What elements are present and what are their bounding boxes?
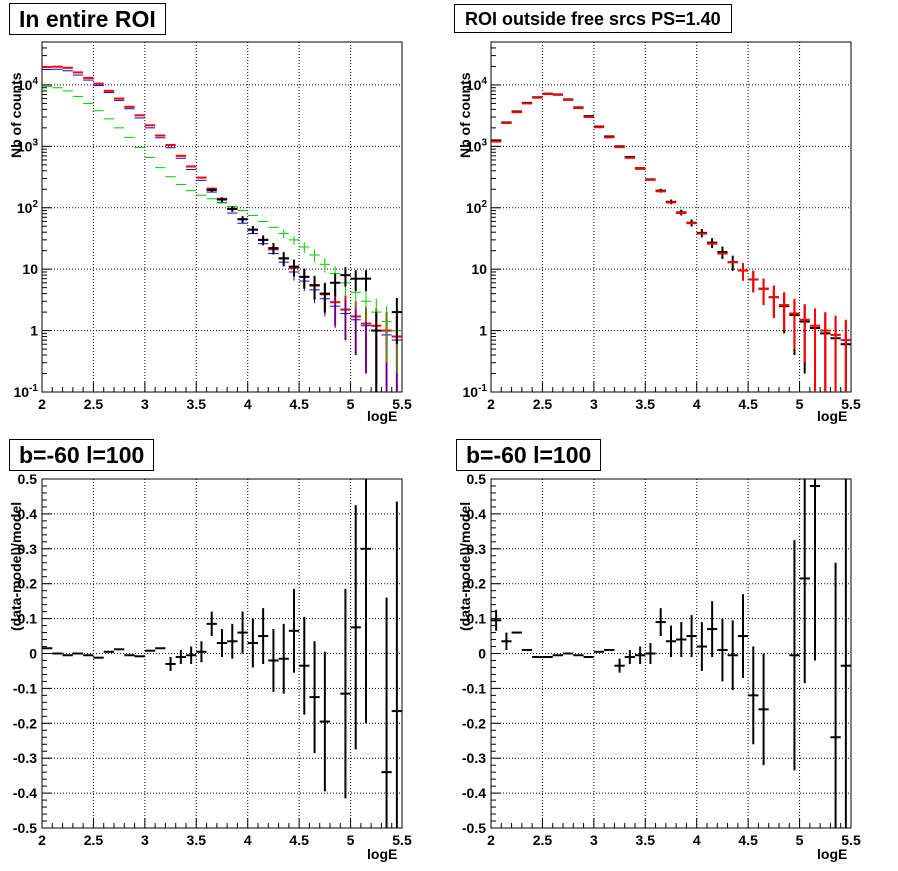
y-tick-label: -0.1 xyxy=(13,680,37,696)
y-tick-label: 10 xyxy=(471,261,487,277)
y-tick-label: 1 xyxy=(30,323,38,339)
y-tick-label: 102 xyxy=(17,199,39,216)
y-tick-label: 0.4 xyxy=(18,506,38,522)
x-tick-label: 4 xyxy=(244,396,252,412)
y-axis-label: Nb of counts xyxy=(457,72,473,158)
x-tick-label: 3 xyxy=(590,396,598,412)
y-tick-label: 10-1 xyxy=(463,383,488,400)
x-tick-label: 2 xyxy=(487,396,495,412)
y-tick-label: 10 xyxy=(22,261,38,277)
x-tick-label: 3.5 xyxy=(636,396,656,412)
x-tick-label: 2.5 xyxy=(533,832,553,848)
x-axis-label: logE xyxy=(367,846,398,862)
chart-entire-roi-counts: 2 2.5 3 3.5 4 4.5 5 5.5 10-1 1 10 102 103 104 xyxy=(14,41,412,412)
y-tick-label: 0 xyxy=(478,646,486,662)
y-tick-label: 0.3 xyxy=(18,541,38,557)
x-axis-label: logE xyxy=(817,846,848,862)
chart-title: b=-60 l=100 xyxy=(9,439,155,471)
y-tick-label: 10-1 xyxy=(14,383,39,400)
x-tick-label: 4.5 xyxy=(738,832,758,848)
y-tick-label: -0.2 xyxy=(13,715,37,731)
chart-residual-left: 2 2.5 3 3.5 4 4.5 5 5.5 -0.5 -0.4 -0.3 -0.2 -0.1 0 0.1… xyxy=(13,471,412,848)
y-tick-label: 0.4 xyxy=(467,506,487,522)
x-tick-label: 3 xyxy=(141,832,149,848)
x-tick-label: 5.5 xyxy=(392,832,412,848)
y-tick-label: -0.5 xyxy=(13,820,37,836)
panel-entire-roi-counts: 2 2.5 3 3.5 4 4.5 5 5.5 10-1 1 10 102 103 104 In enti… xyxy=(0,0,449,435)
chart-title: In entire ROI xyxy=(9,3,166,35)
y-tick-label: 104 xyxy=(466,76,488,93)
y-tick-label: -0.3 xyxy=(462,750,486,766)
y-tick-label: 103 xyxy=(17,137,39,154)
x-tick-label: 5.5 xyxy=(841,396,861,412)
y-tick-label: 0.1 xyxy=(467,611,487,627)
x-axis-label: logE xyxy=(817,408,848,424)
x-tick-label: 3 xyxy=(590,832,598,848)
x-tick-label: 3.5 xyxy=(187,832,207,848)
x-tick-label: 2.5 xyxy=(533,396,553,412)
y-tick-label: 0.2 xyxy=(18,576,38,592)
chart-outside-free-srcs-counts: 2 2.5 3 3.5 4 4.5 5 5.5 10-1 1 10 102 103 104 xyxy=(463,41,861,412)
y-tick-label: 102 xyxy=(466,199,488,216)
x-tick-label: 5 xyxy=(347,396,355,412)
y-tick-label: -0.4 xyxy=(462,785,486,801)
x-axis-label: logE xyxy=(367,408,398,424)
x-tick-label: 2 xyxy=(487,832,495,848)
y-axis-label: (data-model)/model xyxy=(457,501,473,631)
y-tick-label: 104 xyxy=(17,76,39,93)
plot-frame xyxy=(41,41,403,393)
x-tick-label: 4.5 xyxy=(289,832,309,848)
x-tick-label: 5 xyxy=(796,396,804,412)
x-tick-label: 5 xyxy=(347,832,355,848)
y-tick-label: 0 xyxy=(29,646,37,662)
y-tick-label: 0.1 xyxy=(18,611,38,627)
y-tick-label: 0.3 xyxy=(467,541,487,557)
x-tick-label: 2 xyxy=(38,396,46,412)
y-tick-label: -0.3 xyxy=(13,750,37,766)
x-tick-label: 2.5 xyxy=(84,396,104,412)
y-tick-label: -0.5 xyxy=(462,820,486,836)
panel-residual-left: 2 2.5 3 3.5 4 4.5 5 5.5 -0.5 -0.4 -0.3 -0.2 -0.1 0 0.1… xyxy=(0,436,449,871)
y-tick-label: 0.2 xyxy=(467,576,487,592)
chart-title: b=-60 l=100 xyxy=(456,439,602,471)
y-axis-label: Nb of counts xyxy=(8,72,24,158)
x-tick-label: 2.5 xyxy=(84,832,104,848)
x-tick-label: 5 xyxy=(796,832,804,848)
chart-title: ROI outside free srcs PS=1.40 xyxy=(454,4,732,33)
x-tick-label: 3.5 xyxy=(636,832,656,848)
x-tick-label: 4.5 xyxy=(738,396,758,412)
y-tick-label: 0.5 xyxy=(467,471,487,487)
y-tick-label: -0.1 xyxy=(462,680,486,696)
x-tick-label: 2 xyxy=(38,832,46,848)
y-tick-label: -0.2 xyxy=(462,715,486,731)
panel-residual-right: 2 2.5 3 3.5 4 4.5 5 5.5 -0.5 -0.4 -0.3 -0.2 -0.1 0 0.1… xyxy=(449,436,898,871)
x-tick-label: 3.5 xyxy=(187,396,207,412)
y-tick-label: -0.4 xyxy=(13,785,37,801)
y-axis-label: (data-model)/model xyxy=(8,501,24,631)
y-tick-label: 1 xyxy=(479,323,487,339)
chart-residual-right: 2 2.5 3 3.5 4 4.5 5 5.5 -0.5 -0.4 -0.3 -0.2 -0.1 0 0.1… xyxy=(462,471,861,848)
y-tick-label: 103 xyxy=(466,137,488,154)
x-tick-label: 4 xyxy=(244,832,252,848)
x-tick-label: 4.5 xyxy=(289,396,309,412)
x-tick-label: 3 xyxy=(141,396,149,412)
y-tick-label: 0.5 xyxy=(18,471,38,487)
panel-outside-free-srcs-counts: 2 2.5 3 3.5 4 4.5 5 5.5 10-1 1 10 102 103 104 ROI out… xyxy=(449,0,898,435)
x-tick-label: 4 xyxy=(693,832,701,848)
x-tick-label: 5.5 xyxy=(841,832,861,848)
x-tick-label: 5.5 xyxy=(392,396,412,412)
x-tick-label: 4 xyxy=(693,396,701,412)
